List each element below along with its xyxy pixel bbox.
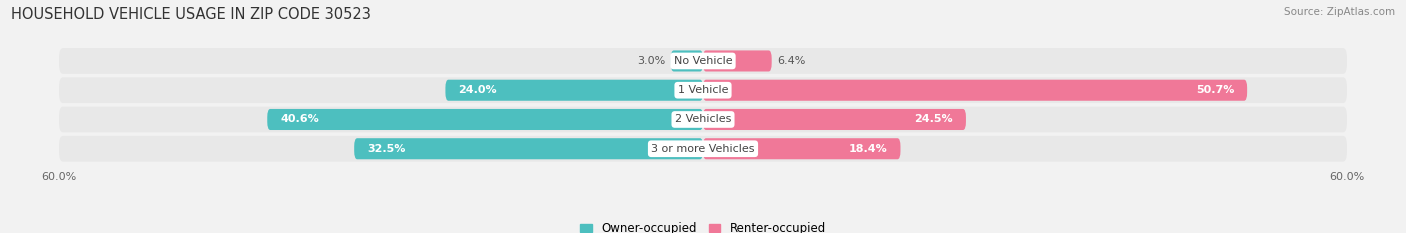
FancyBboxPatch shape [59,107,1347,132]
Text: 40.6%: 40.6% [280,114,319,124]
Text: No Vehicle: No Vehicle [673,56,733,66]
Text: 24.0%: 24.0% [458,85,496,95]
FancyBboxPatch shape [671,50,703,72]
Text: 32.5%: 32.5% [367,144,405,154]
FancyBboxPatch shape [267,109,703,130]
FancyBboxPatch shape [59,77,1347,103]
Text: 50.7%: 50.7% [1197,85,1234,95]
Text: 18.4%: 18.4% [849,144,887,154]
FancyBboxPatch shape [703,50,772,72]
FancyBboxPatch shape [703,80,1247,101]
Legend: Owner-occupied, Renter-occupied: Owner-occupied, Renter-occupied [575,217,831,233]
Text: 3 or more Vehicles: 3 or more Vehicles [651,144,755,154]
FancyBboxPatch shape [354,138,703,159]
Text: 24.5%: 24.5% [914,114,953,124]
Text: 1 Vehicle: 1 Vehicle [678,85,728,95]
FancyBboxPatch shape [446,80,703,101]
FancyBboxPatch shape [703,138,900,159]
Text: 2 Vehicles: 2 Vehicles [675,114,731,124]
Text: 6.4%: 6.4% [778,56,806,66]
Text: HOUSEHOLD VEHICLE USAGE IN ZIP CODE 30523: HOUSEHOLD VEHICLE USAGE IN ZIP CODE 3052… [11,7,371,22]
Text: Source: ZipAtlas.com: Source: ZipAtlas.com [1284,7,1395,17]
FancyBboxPatch shape [703,109,966,130]
Text: 3.0%: 3.0% [637,56,665,66]
FancyBboxPatch shape [59,48,1347,74]
FancyBboxPatch shape [59,136,1347,162]
